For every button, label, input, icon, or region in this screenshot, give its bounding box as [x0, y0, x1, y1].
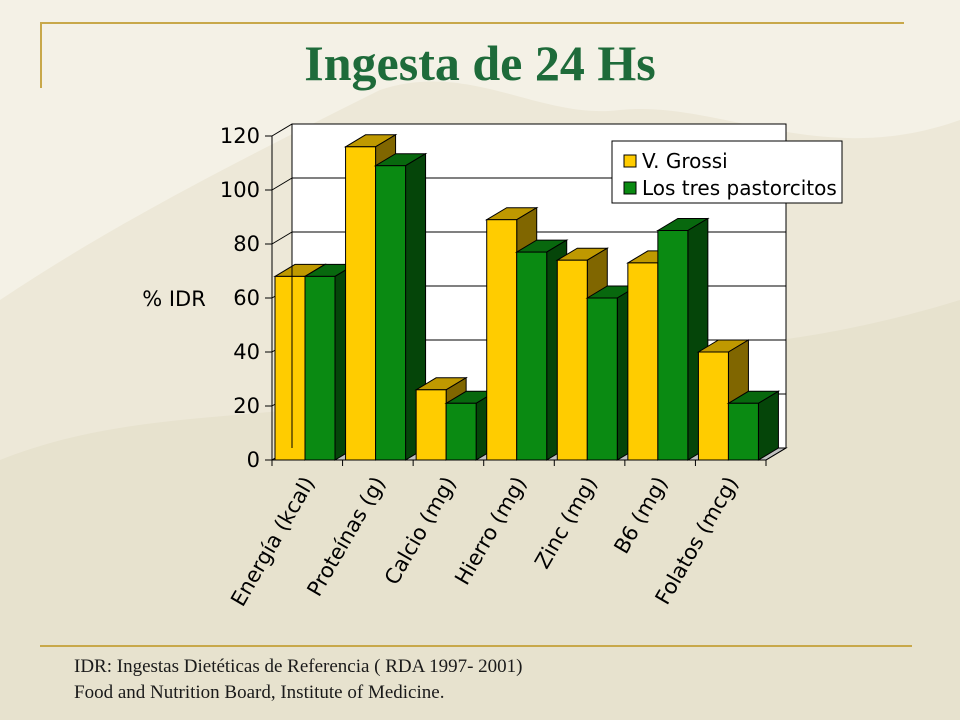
- y-tick-label: 40: [233, 340, 260, 364]
- y-tick-label: 20: [233, 394, 260, 418]
- bar-front-face: [727, 402, 759, 461]
- legend-box: [611, 140, 843, 204]
- bar-front-face: [304, 275, 336, 461]
- bar-front-face: [345, 146, 377, 461]
- bar-series-2: [656, 217, 710, 461]
- x-tick-label: Hierro (mg): [450, 473, 531, 590]
- y-tick-label: 120: [220, 124, 260, 148]
- y-tick-labels: 0 20 40 60 80 100 120: [220, 124, 260, 472]
- bar-front-face: [556, 259, 588, 461]
- bar-series: [273, 133, 781, 461]
- legend-entry: V. Grossi: [642, 149, 728, 173]
- gridline-side: [271, 177, 293, 191]
- bar-front-face: [274, 275, 306, 461]
- bar-series-1: [696, 339, 751, 461]
- legend-swatch: [623, 154, 637, 168]
- bar-front-face: [586, 297, 618, 461]
- bar-front-face: [627, 262, 659, 461]
- top-accent-line: [40, 22, 904, 24]
- legend-swatch: [623, 181, 637, 195]
- x-tick-labels: Energía (kcal)Proteínas (g)Calcio (mg)Hi…: [226, 473, 743, 611]
- y-tick-label: 0: [247, 448, 260, 472]
- y-axis-label: % IDR: [142, 287, 206, 311]
- gridline-side: [271, 231, 293, 245]
- bar-series-2: [373, 152, 428, 461]
- slide-title: Ingesta de 24 Hs: [304, 35, 656, 91]
- axes: [265, 124, 787, 466]
- legend: V. Grossi Los tres pastorcitos: [611, 140, 843, 204]
- bar-front-face: [516, 251, 548, 461]
- bar-side-face: [757, 390, 779, 461]
- footnote: IDR: Ingestas Dietéticas de Referencia (…: [74, 654, 522, 706]
- y-tick-label: 100: [220, 178, 260, 202]
- floor-edge: [765, 447, 787, 461]
- bar-front-face: [445, 402, 477, 461]
- bar-front-face: [375, 165, 407, 461]
- y-tick-label: 60: [233, 286, 260, 310]
- footnote-line-1: IDR: Ingestas Dietéticas de Referencia (…: [74, 656, 523, 677]
- bar-front-face: [697, 351, 729, 461]
- bar-series-2: [726, 390, 781, 461]
- x-tick-label: Proteínas (g): [302, 473, 390, 601]
- bar-front-face: [486, 219, 518, 461]
- footnote-line-2: Food and Nutrition Board, Institute of M…: [74, 682, 445, 703]
- x-tick-label: Zinc (mg): [530, 473, 602, 573]
- legend-entry: Los tres pastorcitos: [642, 176, 837, 200]
- bar-front-face: [657, 230, 689, 461]
- x-tick-label: B6 (mg): [609, 473, 672, 558]
- y-tick-label: 80: [233, 232, 260, 256]
- bottom-accent-line: [40, 645, 912, 647]
- x-tick-label: Calcio (mg): [380, 473, 461, 589]
- bar-front-face: [415, 389, 447, 461]
- left-accent-line: [40, 22, 42, 88]
- gridline-side: [271, 123, 293, 137]
